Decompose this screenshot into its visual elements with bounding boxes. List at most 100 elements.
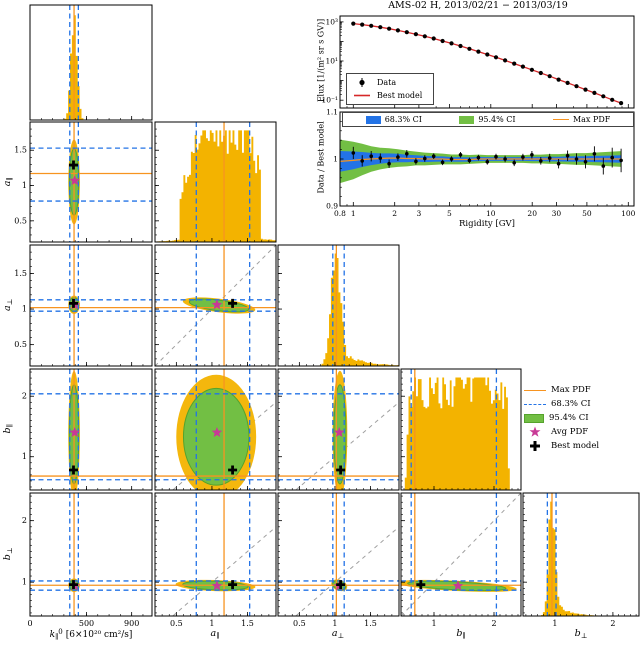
hist-panel-b_par <box>401 369 521 490</box>
svg-text:1: 1 <box>209 619 214 628</box>
svg-text:1.5: 1.5 <box>14 269 27 278</box>
svg-text:5: 5 <box>447 209 452 218</box>
svg-text:0: 0 <box>27 619 32 628</box>
data-marker-icon <box>359 78 365 87</box>
corner-legend: Max PDF 68.3% CI 95.4% CI Avg PDF Best m… <box>524 383 640 453</box>
svg-text:2: 2 <box>392 209 397 218</box>
k-label-base: k <box>49 630 56 640</box>
panel-b_perp-vs-a_par <box>155 493 276 616</box>
max-pdf-line-icon <box>524 389 546 391</box>
legend-item-68ci: 68.3% CI <box>365 115 422 124</box>
ci95-patch-icon <box>459 115 475 124</box>
svg-text:10³: 10³ <box>325 17 338 26</box>
panel-b_perp-vs-a_perp <box>278 493 399 616</box>
panel-b_perp-vs-k <box>30 493 152 616</box>
hist-panel-a_par <box>155 122 276 242</box>
flux-y-label: Flux [1/(m² sr s GV)] <box>316 18 326 103</box>
svg-text:900: 900 <box>124 619 139 628</box>
svg-text:1: 1 <box>22 578 27 587</box>
svg-text:1: 1 <box>332 619 337 628</box>
k-label-unit: [6×10²⁰ cm²/s] <box>65 630 133 640</box>
svg-text:1.1: 1.1 <box>326 108 338 117</box>
ratio-series <box>340 139 623 184</box>
ratio-x-label: Rigidity [GV] <box>459 219 515 229</box>
legend-item-95ci: 95.4% CI <box>524 411 640 425</box>
svg-text:0.9: 0.9 <box>326 202 338 211</box>
svg-text:2: 2 <box>610 619 615 628</box>
ci68-dashed-line-icon <box>524 403 546 405</box>
svg-text:1: 1 <box>333 155 338 164</box>
k-label-sub: ∥ <box>55 633 59 641</box>
svg-text:1: 1 <box>22 181 27 190</box>
svg-text:10¹: 10¹ <box>325 57 338 66</box>
panel-a_perp-vs-k <box>30 245 152 366</box>
legend-item-95ci: 95.4% CI <box>459 115 516 124</box>
hist-panel-b_perp <box>523 493 639 616</box>
avg-pdf-star-icon <box>529 426 541 437</box>
best-model-plus-icon <box>530 441 540 451</box>
svg-text:1: 1 <box>22 452 27 461</box>
svg-text:20: 20 <box>527 209 537 218</box>
legend-item-max-pdf: Max PDF <box>552 115 610 124</box>
svg-text:2: 2 <box>491 619 496 628</box>
svg-text:1: 1 <box>552 619 557 628</box>
flux-legend: Data Best model <box>346 73 434 105</box>
svg-text:2: 2 <box>22 392 27 401</box>
x-label-b-perp: b⊥ <box>574 628 588 640</box>
legend-item-best-model: Best model <box>524 439 640 453</box>
panel-b_par-vs-k <box>30 369 152 490</box>
legend-item-avg-pdf: Avg PDF <box>524 425 640 439</box>
legend-item-best-model-line: Best model <box>352 89 428 102</box>
panel-b_par-vs-a_par <box>155 369 276 490</box>
svg-text:10⁻¹: 10⁻¹ <box>321 96 338 105</box>
best-model-line-icon <box>354 94 370 97</box>
svg-text:30: 30 <box>552 209 562 218</box>
svg-text:3: 3 <box>417 209 422 218</box>
hist-panel-k <box>30 5 152 120</box>
panel-b_par-vs-a_perp <box>278 369 399 490</box>
svg-text:50: 50 <box>582 209 592 218</box>
inset-canvas: 10³ 10¹ 10⁻¹ 0.9 1 1.1 0.8 1 2 3 5 10 20 30 50 100 <box>321 15 636 218</box>
ratio-y-label: Data / Best model <box>316 121 326 194</box>
y-label-b-perp: b⊥ <box>2 547 15 561</box>
svg-text:0.5: 0.5 <box>14 216 27 225</box>
svg-text:100: 100 <box>621 209 636 218</box>
legend-label: Data <box>377 78 397 87</box>
svg-text:10: 10 <box>486 209 496 218</box>
x-label-b-par: b∥ <box>456 628 466 640</box>
max-pdf-line-icon <box>552 119 569 120</box>
svg-text:1.5: 1.5 <box>241 619 254 628</box>
svg-text:0.8: 0.8 <box>334 209 346 218</box>
hist-panel-a_perp <box>278 245 399 366</box>
y-label-b-par: b∥ <box>2 424 15 434</box>
x-label-a-par: a∥ <box>210 628 220 640</box>
inset-title: AMS-02 H, 2013/02/21 − 2013/03/19 <box>388 0 568 11</box>
ci68-patch-icon <box>365 115 381 124</box>
y-label-a-par: a∥ <box>2 177 15 187</box>
legend-item-68ci: 68.3% CI <box>524 397 640 411</box>
ci95-patch-icon <box>524 413 544 423</box>
svg-text:1.5: 1.5 <box>14 146 27 155</box>
panel-b_perp-vs-b_par <box>401 493 521 616</box>
svg-text:1: 1 <box>351 209 356 218</box>
svg-text:0.5: 0.5 <box>293 619 306 628</box>
k-label-sup: 0 <box>58 628 63 636</box>
svg-text:0.5: 0.5 <box>170 619 183 628</box>
svg-text:1: 1 <box>22 305 27 314</box>
svg-text:1: 1 <box>431 619 436 628</box>
panel-a_perp-vs-a_par <box>155 245 276 366</box>
panel-a_par-vs-k <box>30 122 152 242</box>
ratio-legend: 68.3% CI 95.4% CI Max PDF <box>342 112 634 127</box>
legend-item-max-pdf: Max PDF <box>524 383 640 397</box>
legend-item-data: Data <box>352 76 428 89</box>
legend-label: Best model <box>377 91 423 100</box>
svg-text:1.5: 1.5 <box>364 619 377 628</box>
y-label-a-perp: a⊥ <box>2 298 15 311</box>
svg-text:2: 2 <box>22 516 27 525</box>
x-label-a-perp: a⊥ <box>331 628 345 640</box>
svg-text:0.5: 0.5 <box>14 340 27 349</box>
x-label-k: k∥0 [6×10²⁰ cm²/s] <box>11 628 171 642</box>
svg-text:500: 500 <box>79 619 94 628</box>
